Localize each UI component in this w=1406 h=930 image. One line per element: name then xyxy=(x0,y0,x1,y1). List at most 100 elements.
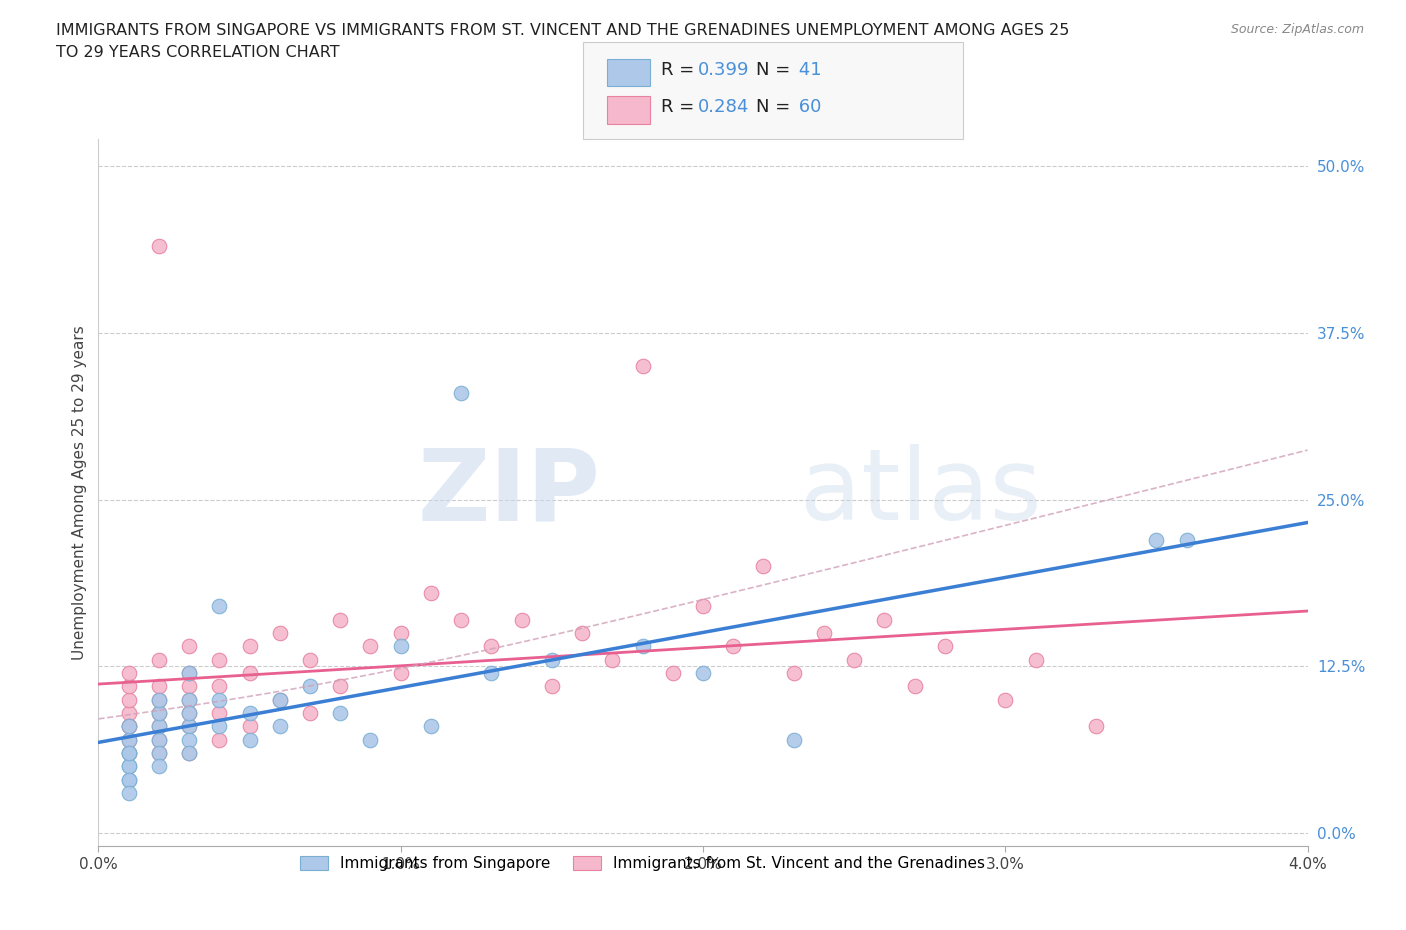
Point xyxy=(118,719,141,734)
Point xyxy=(118,692,141,707)
Point xyxy=(723,639,745,654)
Point xyxy=(179,746,201,761)
Point xyxy=(148,706,170,721)
Point xyxy=(118,772,141,787)
Point xyxy=(208,706,231,721)
Point xyxy=(118,786,141,801)
Point xyxy=(148,706,170,721)
Point xyxy=(692,666,714,681)
Point xyxy=(481,639,503,654)
Point xyxy=(934,639,956,654)
Point xyxy=(118,732,141,747)
Point xyxy=(179,666,201,681)
Point xyxy=(329,679,352,694)
Point xyxy=(1025,652,1047,667)
Point xyxy=(179,719,201,734)
Point xyxy=(118,759,141,774)
Text: TO 29 YEARS CORRELATION CHART: TO 29 YEARS CORRELATION CHART xyxy=(56,45,340,60)
Point xyxy=(208,652,231,667)
Point xyxy=(269,719,291,734)
Point xyxy=(148,732,170,747)
Text: Source: ZipAtlas.com: Source: ZipAtlas.com xyxy=(1230,23,1364,36)
Point xyxy=(783,666,806,681)
Point xyxy=(179,746,201,761)
Point xyxy=(904,679,927,694)
Point xyxy=(299,652,322,667)
Point xyxy=(299,706,322,721)
Point xyxy=(118,719,141,734)
Point xyxy=(118,732,141,747)
Point xyxy=(239,666,262,681)
Text: R =: R = xyxy=(661,60,700,79)
Point xyxy=(1175,532,1198,547)
Point xyxy=(661,666,683,681)
Point xyxy=(540,652,562,667)
Point xyxy=(692,599,714,614)
Point xyxy=(179,719,201,734)
Point xyxy=(360,732,382,747)
Point xyxy=(118,772,141,787)
Point xyxy=(118,719,141,734)
Point xyxy=(148,692,170,707)
Text: 41: 41 xyxy=(793,60,821,79)
Point xyxy=(118,666,141,681)
Y-axis label: Unemployment Among Ages 25 to 29 years: Unemployment Among Ages 25 to 29 years xyxy=(72,326,87,660)
Point xyxy=(329,612,352,627)
Point xyxy=(179,639,201,654)
Point xyxy=(450,385,472,400)
Point xyxy=(299,679,322,694)
Point xyxy=(148,746,170,761)
Point xyxy=(1085,719,1108,734)
Point xyxy=(481,666,503,681)
Point xyxy=(783,732,806,747)
Point xyxy=(148,719,170,734)
Point xyxy=(118,746,141,761)
Point xyxy=(420,719,443,734)
Point xyxy=(389,639,412,654)
Point xyxy=(118,746,141,761)
Point xyxy=(208,719,231,734)
Text: N =: N = xyxy=(756,98,796,116)
Point xyxy=(148,746,170,761)
Point xyxy=(752,559,775,574)
Point xyxy=(208,692,231,707)
Point xyxy=(389,626,412,641)
Text: 0.399: 0.399 xyxy=(697,60,749,79)
Text: 0.284: 0.284 xyxy=(697,98,749,116)
Point xyxy=(239,732,262,747)
Point xyxy=(118,746,141,761)
Point xyxy=(571,626,593,641)
Point xyxy=(148,652,170,667)
Point xyxy=(360,639,382,654)
Point xyxy=(813,626,835,641)
Point xyxy=(208,732,231,747)
Point xyxy=(208,599,231,614)
Point xyxy=(179,666,201,681)
Point xyxy=(148,679,170,694)
Point xyxy=(148,732,170,747)
Point xyxy=(179,732,201,747)
Point xyxy=(148,239,170,254)
Point xyxy=(389,666,412,681)
Point xyxy=(631,639,654,654)
Text: ZIP: ZIP xyxy=(418,445,600,541)
Point xyxy=(239,719,262,734)
Point xyxy=(1146,532,1168,547)
Point xyxy=(844,652,866,667)
Point xyxy=(239,706,262,721)
Point xyxy=(179,679,201,694)
Point xyxy=(631,359,654,374)
Point xyxy=(179,692,201,707)
Point xyxy=(179,692,201,707)
Text: R =: R = xyxy=(661,98,700,116)
Point xyxy=(239,639,262,654)
Point xyxy=(510,612,533,627)
Point xyxy=(179,706,201,721)
Point xyxy=(269,692,291,707)
Point xyxy=(540,679,562,694)
Legend: Immigrants from Singapore, Immigrants from St. Vincent and the Grenadines: Immigrants from Singapore, Immigrants fr… xyxy=(294,850,991,878)
Point xyxy=(148,719,170,734)
Point xyxy=(420,586,443,601)
Point xyxy=(602,652,624,667)
Point xyxy=(873,612,896,627)
